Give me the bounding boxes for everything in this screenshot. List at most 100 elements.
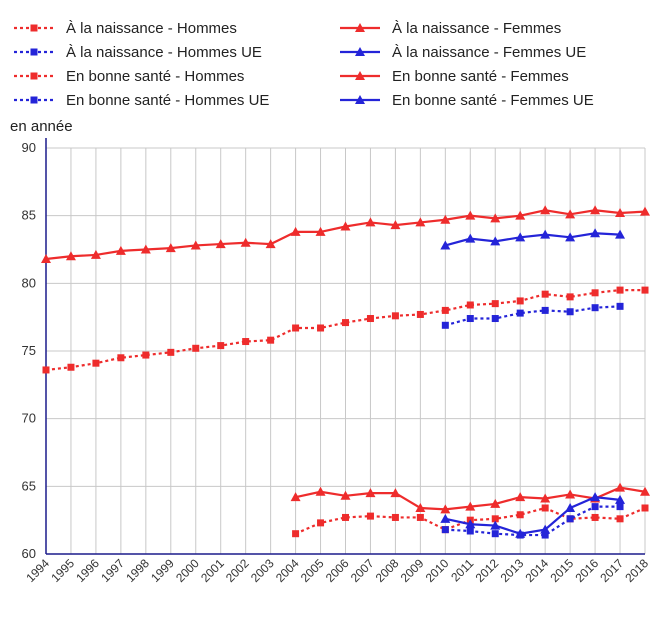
series-line — [445, 232, 621, 247]
x-tick-label: 2007 — [348, 556, 377, 585]
legend-label: En bonne santé - Femmes UE — [392, 92, 594, 109]
data-point — [140, 244, 151, 254]
x-tick-label: 1999 — [148, 556, 177, 585]
data-point — [465, 233, 476, 243]
data-point — [190, 240, 201, 250]
data-point — [440, 504, 451, 514]
data-point — [615, 207, 626, 217]
data-point — [416, 310, 424, 318]
data-point — [565, 209, 576, 219]
x-tick-label: 2014 — [523, 556, 552, 585]
legend-item: À la naissance - Femmes UE — [340, 44, 586, 61]
data-point — [590, 492, 601, 502]
data-point — [290, 226, 301, 236]
x-tick-label: 1995 — [48, 556, 77, 585]
data-point — [616, 515, 624, 523]
data-point — [616, 302, 624, 310]
data-point — [292, 324, 300, 332]
legend-item: À la naissance - Hommes — [14, 20, 237, 37]
data-point — [540, 524, 551, 534]
x-tick-label: 1997 — [98, 556, 127, 585]
x-tick-label: 2017 — [597, 556, 626, 585]
legend-item: En bonne santé - Femmes UE — [340, 92, 594, 109]
legend-label: À la naissance - Hommes — [66, 20, 237, 37]
series — [440, 228, 626, 250]
data-point — [317, 324, 325, 332]
legend-item: En bonne santé - Femmes — [340, 68, 569, 85]
data-point — [315, 226, 326, 236]
data-point — [516, 511, 524, 519]
legend-label: À la naissance - Femmes — [392, 20, 561, 37]
data-point — [540, 493, 551, 503]
data-point — [391, 513, 399, 521]
data-point — [391, 312, 399, 320]
data-point — [355, 71, 365, 80]
data-point — [92, 359, 100, 367]
legend-label: En bonne santé - Femmes — [392, 68, 569, 85]
data-point — [590, 228, 601, 238]
data-point — [342, 319, 349, 327]
x-tick-label: 2012 — [473, 556, 502, 585]
y-tick-label: 90 — [22, 140, 36, 155]
data-point — [365, 217, 376, 227]
data-point — [240, 237, 251, 247]
data-point — [441, 321, 449, 329]
y-tick-label: 60 — [22, 546, 36, 561]
data-point — [515, 492, 526, 502]
data-point — [215, 239, 226, 249]
legend-label: À la naissance - Hommes UE — [66, 44, 262, 61]
data-point — [217, 342, 225, 350]
data-point — [590, 205, 601, 215]
x-tick-label: 2018 — [622, 556, 651, 585]
data-point — [340, 490, 351, 500]
data-point — [515, 232, 526, 242]
data-point — [640, 206, 650, 216]
data-point — [515, 528, 526, 538]
data-point — [41, 253, 51, 263]
data-point — [616, 286, 624, 294]
data-point — [466, 315, 474, 323]
series-line — [445, 496, 621, 535]
y-tick-label: 75 — [22, 343, 36, 358]
x-tick-label: 2002 — [223, 556, 252, 585]
data-point — [465, 519, 476, 529]
data-point — [30, 48, 38, 56]
x-tick-label: 2009 — [398, 556, 427, 585]
data-point — [516, 297, 524, 305]
data-point — [540, 205, 551, 215]
data-point — [242, 338, 250, 346]
data-point — [415, 502, 426, 512]
data-point — [90, 249, 101, 259]
data-point — [415, 217, 426, 227]
data-point — [355, 95, 365, 104]
data-point — [265, 239, 276, 249]
data-point — [491, 515, 499, 523]
data-point — [490, 213, 501, 223]
data-point — [355, 23, 365, 32]
legend-label: À la naissance - Femmes UE — [392, 44, 586, 61]
data-point — [516, 309, 524, 317]
data-point — [540, 229, 551, 239]
data-point — [440, 214, 451, 224]
x-tick-label: 2008 — [373, 556, 402, 585]
x-tick-label: 2011 — [448, 556, 476, 584]
data-point — [591, 304, 599, 312]
data-point — [30, 72, 38, 80]
data-point — [591, 513, 599, 521]
data-point — [591, 503, 599, 511]
series-line — [445, 505, 621, 537]
data-point — [640, 486, 650, 496]
data-point — [566, 293, 574, 301]
y-tick-label: 65 — [22, 478, 36, 493]
data-point — [490, 498, 501, 508]
data-point — [465, 501, 476, 511]
data-point — [30, 96, 38, 104]
data-point — [565, 232, 576, 242]
data-point — [440, 513, 451, 523]
data-point — [355, 47, 365, 56]
data-point — [641, 286, 649, 294]
data-point — [192, 344, 200, 352]
data-point — [67, 363, 75, 371]
